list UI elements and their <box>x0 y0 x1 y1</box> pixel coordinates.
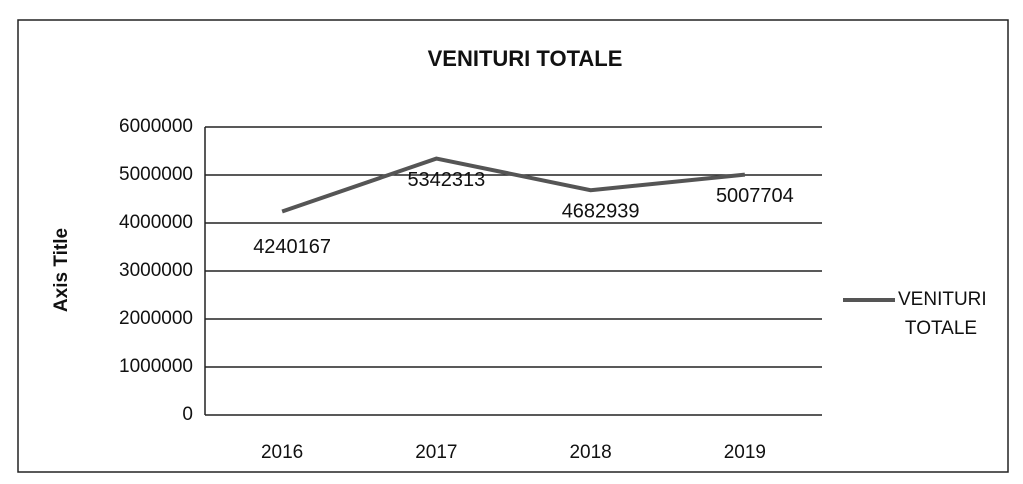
x-tick-label: 2019 <box>724 442 766 463</box>
y-axis-title: Axis Title <box>51 228 72 312</box>
data-label: 5342313 <box>407 169 485 191</box>
y-tick-label: 6000000 <box>119 116 193 137</box>
chart-title: VENITURI TOTALE <box>428 46 623 71</box>
y-tick-label: 4000000 <box>119 212 193 233</box>
data-label: 4240167 <box>253 236 331 258</box>
y-tick-label: 1000000 <box>119 356 193 377</box>
y-tick-label: 3000000 <box>119 260 193 281</box>
y-tick-label: 0 <box>182 404 193 425</box>
x-tick-label: 2017 <box>415 442 457 463</box>
y-tick-label: 5000000 <box>119 164 193 185</box>
y-tick-label: 2000000 <box>119 308 193 329</box>
line-series <box>281 156 746 214</box>
legend-label: VENITURI TOTALE <box>898 289 987 339</box>
chart-frame <box>17 19 1009 473</box>
data-label: 5007704 <box>716 185 794 207</box>
data-label: 4682939 <box>562 201 640 223</box>
x-tick-label: 2018 <box>569 442 611 463</box>
x-tick-label: 2016 <box>261 442 303 463</box>
